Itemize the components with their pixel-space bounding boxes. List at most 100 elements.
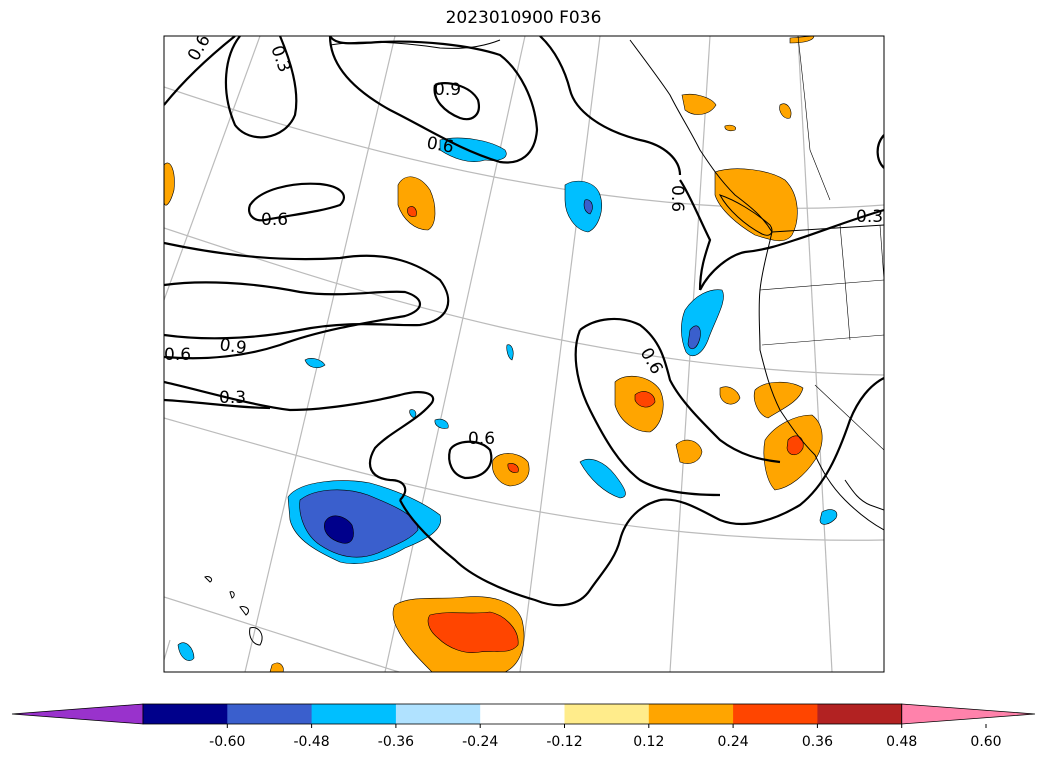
mexico-coast (844, 479, 884, 511)
fill-blob (724, 124, 736, 132)
state-border (761, 334, 884, 346)
fill-blob (507, 463, 519, 473)
contour-label: 0.9 (434, 80, 461, 100)
fill-blob (177, 642, 195, 661)
latitude-line (164, 417, 884, 541)
contour-line (448, 440, 493, 480)
contour-line (224, 36, 298, 139)
contour-line (876, 134, 884, 169)
contour-line (659, 377, 884, 526)
colorbar-extend-high (901, 703, 1036, 725)
contour-line (433, 82, 480, 121)
fill-blob (583, 199, 593, 215)
north-america-coast (629, 39, 884, 531)
contour-line (164, 36, 236, 106)
state-border (759, 279, 884, 291)
latitude-line (164, 596, 401, 672)
contour-lines (164, 36, 884, 607)
contour-line (248, 182, 345, 222)
fill-blob (681, 289, 724, 356)
fill-blob (675, 439, 703, 464)
contour-label: 0.9 (218, 335, 248, 359)
latitude-line (164, 227, 884, 376)
fill-blob (786, 435, 804, 456)
fill-blob (819, 509, 838, 525)
contour-line (574, 329, 721, 497)
contour-label: 0.6 (261, 210, 288, 230)
contour-label: 0.6 (636, 345, 667, 378)
contour-line (164, 380, 435, 501)
fill-blob (164, 162, 175, 206)
contour-line (328, 36, 539, 164)
contour-line (164, 398, 271, 410)
contour-line (539, 36, 682, 176)
contour-label: 0.3 (266, 43, 294, 75)
contour-line (164, 281, 422, 360)
contour-line (399, 498, 661, 607)
fill-blob (789, 36, 815, 44)
fill-blob (427, 611, 519, 653)
contour-label: 0.6 (425, 133, 455, 157)
coastlines (204, 36, 884, 646)
state-border (814, 384, 884, 451)
fill-blob (719, 386, 741, 405)
fill-blob (681, 93, 717, 115)
contour-label: 0.6 (164, 345, 191, 365)
fill-blob (687, 325, 701, 350)
fill-blob (434, 418, 449, 429)
state-border (879, 224, 884, 281)
colorbar-segment (143, 704, 228, 724)
contour-label: 0.6 (468, 429, 495, 449)
colorbar-segment (648, 704, 734, 724)
fill-blob (714, 168, 798, 242)
colorbar-segment (733, 704, 818, 724)
fill-blob (407, 206, 417, 217)
fill-blob (299, 489, 419, 558)
colorbar-tick-label: 0.24 (718, 734, 749, 750)
map-area: 0.6 0.3 0.9 0.6 0.6 0.9 0.6 0.3 0.6 0.6 … (164, 36, 884, 672)
fill-blob (409, 409, 417, 419)
fill-blob (634, 391, 656, 408)
contour-label: 0.3 (856, 207, 883, 227)
map-frame (163, 35, 885, 673)
colorbar-tick-label: 0.12 (633, 734, 664, 750)
state-border (839, 224, 851, 341)
fill-blob (397, 176, 436, 231)
fill-blob (753, 381, 804, 419)
longitude-line (384, 36, 526, 672)
contour-label: 0.6 (667, 185, 687, 212)
map-title: 2023010900 F036 (445, 8, 602, 28)
longitude-line (797, 36, 833, 672)
contour-label: 0.3 (219, 388, 246, 408)
vancouver-island (718, 194, 773, 236)
fill-blob (506, 344, 514, 361)
fill-blob (564, 180, 602, 233)
colorbar-segment (817, 704, 903, 724)
longitude-line (244, 36, 396, 672)
colorbar-tick-label: -0.36 (378, 734, 414, 750)
colorbar-outline (142, 703, 903, 725)
graticule (164, 36, 884, 672)
hawaii-islands (204, 576, 263, 646)
colorbar-tick-label: -0.24 (462, 734, 498, 750)
colorbar-tick-label: -0.12 (546, 734, 582, 750)
colorbar-segment (480, 704, 565, 724)
colorbar-tick-label: 0.48 (886, 734, 917, 750)
fill-blob (304, 358, 326, 369)
colorbar: -0.60 -0.48 -0.36 -0.24 -0.12 0.12 0.24 0.36 0.4… (11, 703, 1036, 750)
negative-anomaly-fills (177, 137, 838, 661)
fill-blob (269, 662, 284, 672)
fill-blob (579, 458, 626, 499)
fill-blob (324, 515, 354, 544)
longitude-line (519, 36, 601, 672)
colorbar-tick-label: 0.60 (970, 734, 1001, 750)
colorbar-extend-low (11, 703, 144, 725)
colorbar-tick-label: -0.48 (293, 734, 329, 750)
fill-blob (779, 103, 792, 119)
colorbar-segment (227, 704, 313, 724)
longitude-line (164, 639, 171, 661)
contour-line (679, 179, 712, 291)
colorbar-tick-label: 0.36 (802, 734, 833, 750)
contour-line (699, 208, 884, 291)
